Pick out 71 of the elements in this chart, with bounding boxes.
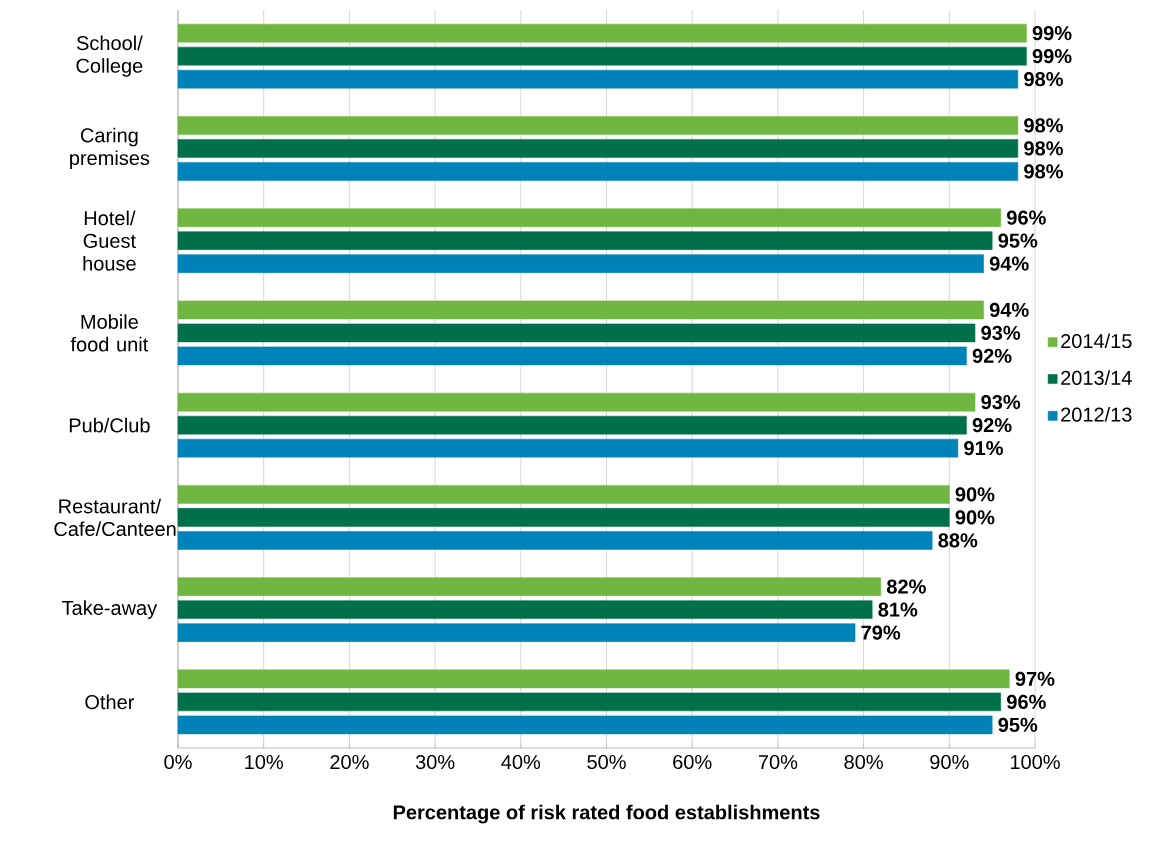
bar	[177, 415, 967, 435]
y-tick-label: Take-away	[62, 600, 158, 619]
data-label: 92%	[972, 348, 1012, 363]
data-label: 95%	[998, 233, 1038, 248]
x-tick-label: 100%	[1010, 754, 1060, 770]
bar	[177, 485, 950, 504]
bar	[177, 162, 1019, 181]
data-label: 99%	[1032, 49, 1072, 64]
data-label: 97%	[1015, 671, 1055, 686]
data-label: 98%	[1024, 118, 1063, 133]
bar	[177, 438, 959, 458]
y-tick-label: Pub/Club	[69, 417, 150, 433]
legend-label: 2012/13	[1061, 407, 1132, 422]
bar	[177, 531, 933, 550]
x-tick-label: 20%	[330, 754, 369, 770]
data-label: 79%	[861, 625, 901, 640]
data-label: 95%	[998, 717, 1038, 732]
x-axis-title: Percentage of risk rated food establishments	[393, 804, 820, 824]
data-label: 88%	[938, 533, 978, 548]
data-label: 90%	[955, 487, 995, 502]
bar	[177, 300, 984, 320]
data-label: 81%	[878, 602, 918, 617]
data-label: 94%	[989, 302, 1029, 317]
data-label: 94%	[989, 256, 1029, 271]
bar	[177, 323, 976, 343]
data-label: 93%	[981, 325, 1021, 340]
data-label: 90%	[955, 510, 995, 525]
data-label: 98%	[1024, 164, 1063, 179]
bar	[177, 346, 967, 366]
x-tick-label: 80%	[844, 754, 883, 770]
bar	[177, 577, 882, 596]
y-tick-label: Hotel/ Guest house	[83, 210, 136, 271]
bar	[177, 139, 1019, 158]
y-tick-label: School/ College	[76, 35, 143, 77]
bar	[177, 508, 950, 527]
data-label: 93%	[981, 395, 1021, 410]
data-label: 98%	[1024, 72, 1063, 87]
bar	[177, 392, 976, 412]
bar	[177, 254, 984, 273]
data-label: 92%	[972, 418, 1012, 433]
bar	[177, 116, 1019, 135]
data-label: 96%	[1007, 210, 1046, 225]
bar	[177, 23, 1027, 43]
bar	[177, 46, 1027, 66]
x-tick-label: 50%	[587, 754, 626, 770]
data-label: 82%	[886, 579, 926, 594]
bar	[177, 692, 1001, 712]
data-label: 98%	[1024, 141, 1063, 156]
bar	[177, 231, 993, 250]
bar	[177, 623, 856, 642]
data-label: 91%	[964, 441, 1003, 456]
bar	[177, 715, 993, 735]
bar	[177, 69, 1019, 89]
x-tick-label: 10%	[245, 754, 283, 770]
legend-label: 2013/14	[1061, 370, 1132, 385]
x-tick-label: 90%	[930, 754, 969, 770]
y-tick-label: Restaurant/ Cafe/Canteen	[54, 498, 176, 537]
x-tick-label: 60%	[673, 754, 712, 770]
x-tick-label: 70%	[758, 754, 798, 770]
y-tick-label: Other	[85, 694, 135, 710]
x-tick-label: 30%	[415, 754, 455, 770]
y-tick-label: Mobile food unit	[70, 314, 149, 352]
x-tick-label: 0%	[164, 754, 192, 770]
bar	[177, 600, 873, 619]
data-label: 99%	[1032, 26, 1072, 41]
bar	[177, 669, 1010, 689]
legend-label: 2014/15	[1061, 333, 1132, 349]
bar	[177, 208, 1001, 227]
data-label: 96%	[1007, 694, 1046, 709]
x-tick-label: 40%	[501, 754, 541, 770]
y-tick-label: Caring premises	[70, 127, 150, 170]
